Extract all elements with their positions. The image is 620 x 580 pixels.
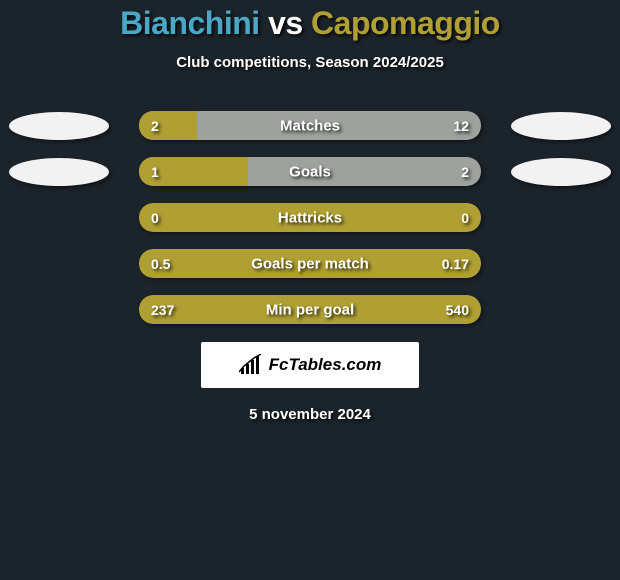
stat-value-left: 0 — [151, 210, 159, 226]
stat-value-left: 237 — [151, 302, 174, 318]
stat-value-left: 1 — [151, 164, 159, 180]
player-left-marker — [9, 158, 109, 186]
stat-value-right: 0.17 — [442, 256, 469, 272]
stat-value-right: 0 — [461, 210, 469, 226]
stat-bar: 2 Matches 12 — [139, 111, 481, 140]
stat-row: 2 Matches 12 — [0, 111, 620, 140]
stat-label: Min per goal — [266, 301, 354, 318]
stat-label: Goals per match — [251, 255, 369, 272]
stat-row: 237 Min per goal 540 — [0, 295, 620, 324]
stat-value-right: 12 — [453, 118, 469, 134]
player-left-marker — [9, 112, 109, 140]
stat-value-right: 2 — [461, 164, 469, 180]
player-left-name: Bianchini — [120, 5, 260, 41]
stat-value-left: 0.5 — [151, 256, 170, 272]
player-right-marker — [511, 158, 611, 186]
player-right-name: Capomaggio — [311, 5, 500, 41]
stat-row: 0.5 Goals per match 0.17 — [0, 249, 620, 278]
stat-bar: 0.5 Goals per match 0.17 — [139, 249, 481, 278]
footer-date: 5 november 2024 — [0, 406, 620, 423]
stat-value-right: 540 — [446, 302, 469, 318]
stat-bar: 237 Min per goal 540 — [139, 295, 481, 324]
stat-label: Goals — [289, 163, 331, 180]
vs-label: vs — [268, 5, 303, 41]
stat-value-left: 2 — [151, 118, 159, 134]
stat-bar: 1 Goals 2 — [139, 157, 481, 186]
brand-badge[interactable]: FcTables.com — [201, 342, 419, 388]
stat-label: Hattricks — [278, 209, 342, 226]
brand-text: FcTables.com — [269, 355, 382, 375]
stat-row: 1 Goals 2 — [0, 157, 620, 186]
page-title: Bianchini vs Capomaggio — [0, 5, 620, 42]
stat-row: 0 Hattricks 0 — [0, 203, 620, 232]
stats-block: 2 Matches 12 1 Goals 2 0 Hattricks 0 0.5 Goals per… — [0, 111, 620, 324]
stat-label: Matches — [280, 117, 340, 134]
stat-bar: 0 Hattricks 0 — [139, 203, 481, 232]
subtitle: Club competitions, Season 2024/2025 — [0, 54, 620, 71]
chart-icon — [239, 354, 263, 376]
player-right-marker — [511, 112, 611, 140]
